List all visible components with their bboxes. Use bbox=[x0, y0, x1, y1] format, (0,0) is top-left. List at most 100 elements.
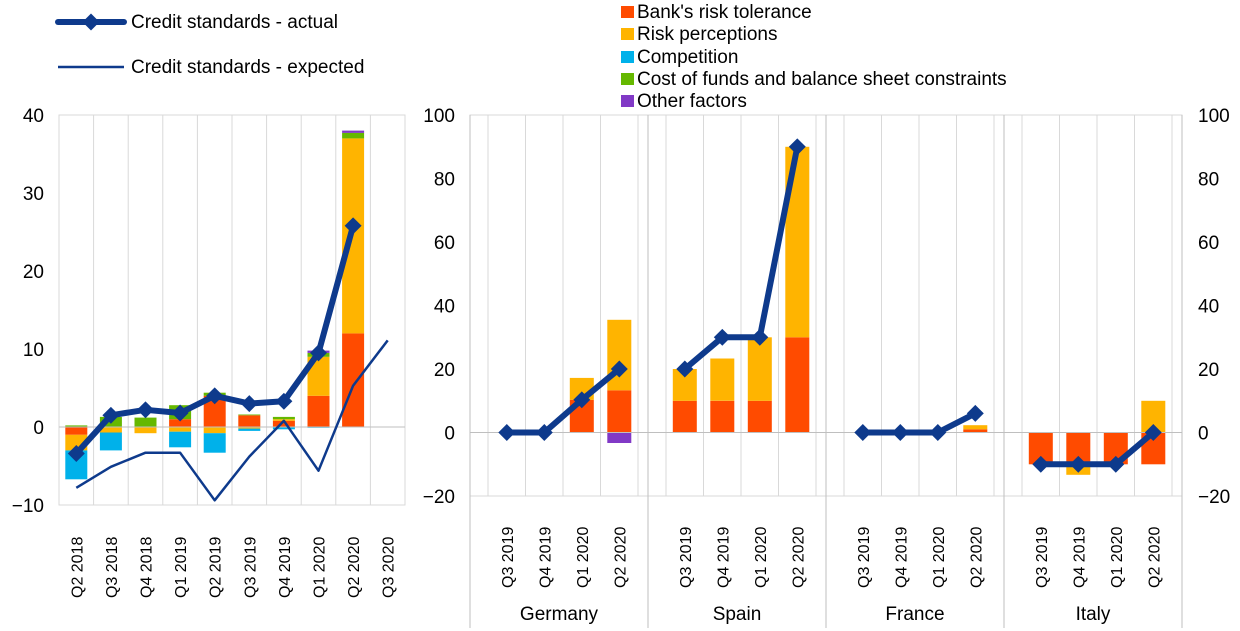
right-spain-bar-risk-perceptions-1 bbox=[710, 358, 735, 401]
left-xtick-label: Q2 2018 bbox=[69, 537, 86, 598]
country-panel: −20 −20 0 0 20 20 40 40 60 60 80 80 100 100 Q3 2019 Q4 … bbox=[423, 106, 1230, 628]
left-ytick-label: 0 bbox=[33, 418, 44, 439]
legend-entry-actual: Credit standards - actual bbox=[55, 12, 338, 33]
left-ytick-label: 40 bbox=[23, 106, 44, 127]
right-spain-actual-line bbox=[682, 146, 801, 372]
left-bar-competition-4 bbox=[203, 433, 226, 453]
left-ytick-label: −10 bbox=[12, 496, 44, 517]
legend-swatch-competition bbox=[621, 51, 634, 63]
right-ytick-label-left: 40 bbox=[434, 297, 455, 318]
right-spain-xtick-label: Q3 2019 bbox=[678, 527, 695, 588]
right-germany-bar-bank-s-risk-tolerance-3 bbox=[607, 390, 632, 433]
group-label-germany: Germany bbox=[520, 604, 599, 625]
right-germany-actual-marker-1 bbox=[535, 424, 553, 441]
left-actual-marker-0 bbox=[67, 445, 85, 462]
left-xtick-label: Q4 2019 bbox=[277, 537, 294, 598]
left-bar-cost-of-funds-and-balance-sheet-constraints-0 bbox=[65, 425, 88, 427]
right-spain-bar-bank-s-risk-tolerance-2 bbox=[747, 400, 772, 433]
left-ytick-label: 20 bbox=[23, 262, 44, 283]
right-france-xtick-label: Q3 2019 bbox=[856, 527, 873, 588]
right-germany-xtick-label: Q2 2020 bbox=[612, 527, 629, 588]
legend-entry-expected: Credit standards - expected bbox=[58, 57, 364, 78]
right-france-xtick-label: Q4 2019 bbox=[893, 527, 910, 588]
left-bar-competition-5 bbox=[238, 428, 261, 431]
right-ytick-label-right: 40 bbox=[1198, 297, 1219, 318]
right-ytick-label-left: 20 bbox=[434, 360, 455, 381]
left-bar-risk-perceptions-3 bbox=[169, 427, 192, 432]
legend-entry-cost-of-funds: Cost of funds and balance sheet constrai… bbox=[621, 69, 1007, 90]
right-france-actual-marker-3 bbox=[966, 404, 984, 422]
right-ytick-label-left: 100 bbox=[423, 106, 455, 127]
group-label-italy: Italy bbox=[1076, 604, 1111, 625]
right-italy-actual-line bbox=[1040, 430, 1156, 468]
legend-label-competition: Competition bbox=[637, 47, 738, 68]
legend-swatch-cost-of-funds bbox=[621, 73, 634, 85]
left-bar-bank-s-risk-tolerance-4 bbox=[203, 395, 226, 427]
euro-area-panel: −10 0 10 20 30 40 Q2 2018 Q3 2018 Q4 2018 Q1 2019… bbox=[12, 106, 406, 598]
legend-entry-competition: Competition bbox=[621, 47, 738, 68]
right-spain-bar-risk-perceptions-2 bbox=[747, 337, 772, 401]
legend-entry-risk-tolerance: Bank's risk tolerance bbox=[621, 2, 812, 23]
right-spain-actual-marker-2 bbox=[751, 328, 769, 346]
left-bar-bank-s-risk-tolerance-5 bbox=[238, 415, 261, 427]
left-bar-cost-of-funds-and-balance-sheet-constraints-8 bbox=[342, 132, 365, 139]
right-ytick-label-left: −20 bbox=[423, 487, 455, 508]
legend-entry-risk-perceptions: Risk perceptions bbox=[621, 24, 777, 45]
right-ytick-label-left: 0 bbox=[444, 424, 455, 445]
legend-label-risk-perceptions: Risk perceptions bbox=[637, 24, 777, 45]
right-ytick-label-right: 100 bbox=[1198, 106, 1230, 127]
left-actual-marker-3 bbox=[171, 404, 189, 422]
legend-entry-other-factors: Other factors bbox=[621, 91, 747, 112]
right-germany-xtick-label: Q4 2019 bbox=[537, 527, 554, 588]
left-xtick-label: Q3 2019 bbox=[242, 537, 259, 598]
right-germany-actual-line bbox=[506, 366, 622, 436]
right-france-xtick-label: Q1 2020 bbox=[931, 527, 948, 588]
left-xtick-label: Q2 2020 bbox=[346, 537, 363, 598]
right-italy-xtick-label: Q3 2019 bbox=[1034, 527, 1051, 588]
left-bar-competition-3 bbox=[169, 431, 192, 448]
legend-swatch-risk-tolerance bbox=[621, 6, 634, 18]
left-bar-risk-perceptions-4 bbox=[203, 427, 226, 434]
right-germany-xtick-label: Q3 2019 bbox=[500, 527, 517, 588]
right-italy-xtick-label: Q4 2019 bbox=[1071, 527, 1088, 588]
right-france-actual-marker-0 bbox=[854, 424, 872, 441]
right-germany-actual-marker-0 bbox=[498, 424, 516, 441]
left-bar-risk-perceptions-2 bbox=[134, 427, 157, 434]
left-bar-cost-of-funds-and-balance-sheet-constraints-2 bbox=[134, 417, 157, 427]
right-france-bar-risk-perceptions-3 bbox=[963, 425, 988, 430]
left-actual-marker-5 bbox=[240, 395, 258, 413]
left-bar-bank-s-risk-tolerance-8 bbox=[342, 333, 365, 427]
right-france-actual-marker-2 bbox=[929, 424, 947, 441]
right-ytick-label-left: 80 bbox=[434, 170, 455, 191]
right-spain-xtick-label: Q4 2019 bbox=[715, 527, 732, 588]
legend-swatch-risk-perceptions bbox=[621, 28, 634, 40]
left-bar-bank-s-risk-tolerance-6 bbox=[272, 420, 295, 427]
right-spain-bar-bank-s-risk-tolerance-0 bbox=[672, 400, 697, 433]
group-label-spain: Spain bbox=[713, 604, 762, 625]
right-spain-actual-marker-1 bbox=[713, 328, 731, 346]
left-bar-competition-6 bbox=[272, 427, 295, 430]
left-expected-line bbox=[75, 339, 389, 502]
left-xtick-label: Q1 2020 bbox=[312, 537, 329, 598]
left-xtick-label: Q3 2018 bbox=[104, 537, 121, 598]
right-france-xtick-label: Q2 2020 bbox=[968, 527, 985, 588]
right-ytick-label-right: 80 bbox=[1198, 170, 1219, 191]
legend-label-risk-tolerance: Bank's risk tolerance bbox=[637, 2, 812, 23]
right-spain-bar-bank-s-risk-tolerance-1 bbox=[710, 400, 735, 433]
right-spain-bar-bank-s-risk-tolerance-3 bbox=[785, 337, 810, 433]
right-germany-actual-marker-2 bbox=[573, 391, 591, 409]
left-actual-marker-4 bbox=[206, 387, 224, 405]
left-xtick-label: Q1 2019 bbox=[173, 537, 190, 598]
right-ytick-label-right: −20 bbox=[1198, 487, 1230, 508]
legend-label-expected: Credit standards - expected bbox=[131, 57, 364, 78]
left-ytick-label: 10 bbox=[23, 340, 44, 361]
right-italy-xtick-label: Q1 2020 bbox=[1109, 527, 1126, 588]
left-bar-bank-s-risk-tolerance-3 bbox=[169, 419, 192, 427]
left-bar-risk-perceptions-7 bbox=[307, 356, 330, 396]
left-xtick-label: Q2 2019 bbox=[208, 537, 225, 598]
left-bar-competition-1 bbox=[99, 432, 122, 451]
right-spain-actual-marker-0 bbox=[676, 360, 694, 378]
right-germany-actual-marker-3 bbox=[610, 360, 628, 378]
right-germany-xtick-label: Q1 2020 bbox=[575, 527, 592, 588]
